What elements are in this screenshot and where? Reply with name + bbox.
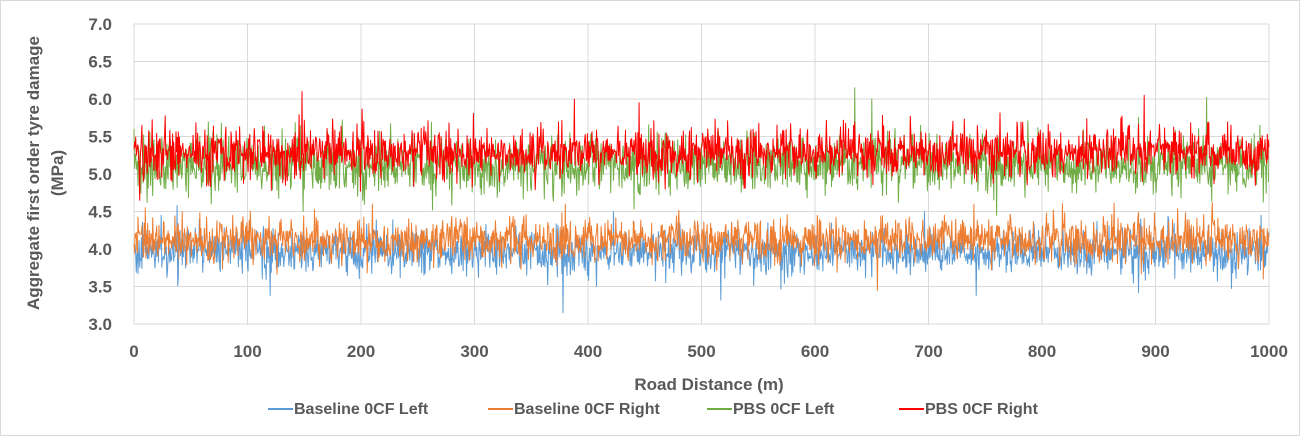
y-tick-label: 5.5 [88,128,112,147]
series-lines [133,87,1270,314]
series-line-1 [133,202,1270,291]
x-tick-label: 500 [687,342,715,361]
x-tick-label: 1000 [1250,342,1288,361]
y-axis-title-line1: Aggregate first order tyre damage [24,36,43,310]
x-axis-title: Road Distance (m) [634,375,783,394]
series-line-3 [133,91,1270,201]
y-tick-label: 3.5 [88,278,112,297]
legend-label: PBS 0CF Right [925,401,1039,418]
y-tick-label: 6.0 [88,90,112,109]
x-tick-label: 900 [1141,342,1169,361]
y-tick-label: 4.0 [88,240,112,259]
x-tick-label: 0 [129,342,138,361]
y-tick-label: 4.5 [88,203,112,222]
y-tick-label: 3.0 [88,315,112,334]
y-axis-title-group: Aggregate first order tyre damage (MPa) [24,36,67,310]
legend-label: Baseline 0CF Right [514,401,660,418]
legend: Baseline 0CF Left Baseline 0CF Right PBS 0… [268,401,1039,418]
x-tick-label: 100 [233,342,261,361]
x-tick-label: 400 [574,342,602,361]
x-tick-label: 200 [347,342,375,361]
x-tick-label: 800 [1028,342,1056,361]
y-tick-label: 5.0 [88,165,112,184]
y-tick-label: 7.0 [88,15,112,34]
legend-label: PBS 0CF Left [733,401,835,418]
x-tick-label: 700 [914,342,942,361]
legend-label: Baseline 0CF Left [294,401,429,418]
x-tick-label: 300 [460,342,488,361]
tick-labels: 3.0 3.5 4.0 4.5 5.0 5.5 6.0 6.5 7.0 0 100 200 300 400… [88,15,1288,361]
y-axis-title-line2: (MPa) [48,150,67,196]
x-tick-label: 600 [801,342,829,361]
y-tick-label: 6.5 [88,53,112,72]
